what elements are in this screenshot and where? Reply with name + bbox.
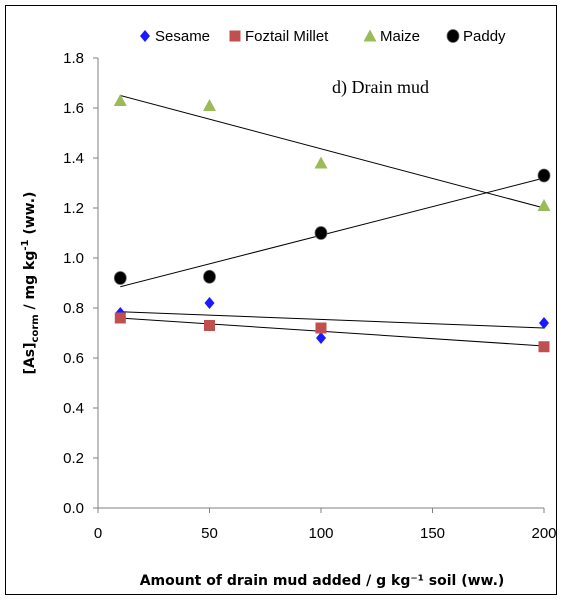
y-tick-label: 1.2: [63, 200, 84, 217]
data-point-paddy: [203, 269, 216, 284]
x-tick-label: 0: [94, 525, 102, 542]
trend-line-paddy: [120, 177, 545, 288]
y-tick-label: 1.8: [63, 50, 84, 67]
y-tick-label: 0.8: [63, 300, 84, 317]
data-point-foztail-millet: [315, 322, 327, 334]
data-points: [113, 94, 551, 353]
x-ticks: 0 50 100 150 200: [94, 508, 557, 542]
legend-label: Maize: [380, 28, 420, 45]
y-label-sup: -1: [20, 239, 31, 250]
legend: Sesame Foztail Millet Maize Paddy: [140, 28, 506, 45]
data-point-maize: [113, 94, 127, 106]
legend-marker-foztail-millet: [229, 30, 241, 42]
legend-label: Paddy: [463, 28, 506, 45]
data-point-maize: [314, 156, 328, 169]
data-point-foztail-millet: [114, 312, 126, 324]
y-tick-label: 1.6: [63, 100, 84, 117]
y-label-main: [As]: [22, 342, 38, 374]
legend-item-maize: Maize: [363, 28, 420, 45]
x-tick-label: 200: [531, 525, 556, 542]
legend-item-paddy: Paddy: [446, 28, 506, 45]
data-point-sesame: [316, 332, 326, 344]
x-tick-label: 100: [308, 525, 333, 542]
data-point-sesame: [204, 297, 215, 309]
y-ticks: 0.0 0.2 0.4 0.6 0.8 1.0 1.2 1.4 1.6 1.8: [63, 50, 98, 517]
legend-marker-paddy: [446, 29, 460, 43]
x-tick-label: 50: [201, 525, 218, 542]
legend-label: Foztail Millet: [245, 28, 329, 45]
x-tick-label: 150: [420, 525, 445, 542]
y-tick-label: 0.6: [63, 350, 84, 367]
y-label-rest: / mg kg: [22, 251, 38, 315]
data-point-sesame: [539, 317, 549, 329]
chart-annotation: d) Drain mud: [332, 77, 429, 98]
trend-line-sesame: [120, 311, 545, 329]
x-axis-label: Amount of drain mud added / g kg⁻¹ soil …: [140, 573, 505, 589]
y-tick-label: 0.4: [63, 400, 84, 417]
trend-line-maize: [120, 95, 545, 209]
data-point-maize: [537, 199, 551, 211]
y-tick-label: 1.4: [63, 150, 84, 167]
y-tick-label: 1.0: [63, 250, 84, 267]
y-tick-label: 0.0: [63, 500, 84, 517]
trend-line-foztail-millet: [120, 317, 545, 347]
legend-item-sesame: Sesame: [140, 28, 210, 45]
legend-marker-maize: [363, 29, 377, 42]
trend-lines: [120, 95, 545, 347]
data-point-paddy: [314, 226, 328, 240]
legend-marker-sesame: [140, 30, 150, 42]
data-point-paddy: [113, 271, 127, 285]
y-label-end: (ww.): [22, 192, 38, 240]
legend-label: Sesame: [155, 28, 210, 45]
legend-item-foztail-millet: Foztail Millet: [229, 28, 329, 45]
data-point-foztail-millet: [204, 320, 215, 331]
data-point-foztail-millet: [538, 341, 550, 353]
y-axis-label: [As]corm / mg kg-1 (ww.): [20, 192, 41, 375]
data-point-paddy: [537, 168, 551, 183]
y-label-sub: corm: [30, 314, 41, 342]
chart-frame: [5, 5, 557, 595]
y-tick-label: 0.2: [63, 450, 84, 467]
data-point-maize: [203, 99, 216, 111]
